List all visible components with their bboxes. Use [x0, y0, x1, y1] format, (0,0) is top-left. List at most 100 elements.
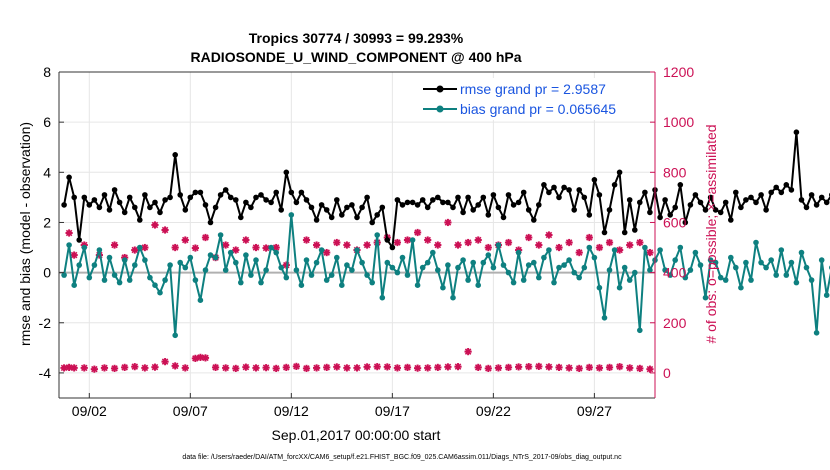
bias-point — [359, 259, 365, 266]
bias-point — [677, 244, 684, 251]
bias-point — [142, 257, 148, 263]
rmse-point — [404, 199, 411, 206]
obs-marker-stroke — [192, 244, 199, 252]
rmse-point — [510, 202, 517, 208]
obs-marker-stroke — [91, 365, 98, 373]
obs-marker-high — [191, 244, 199, 252]
obs-marker-stroke — [545, 363, 553, 371]
obs-marker-high — [454, 241, 462, 249]
bias-point — [763, 264, 769, 271]
rmse-point — [61, 202, 67, 208]
bias-point — [227, 249, 234, 256]
bias-point — [409, 237, 416, 243]
obs-marker-high — [595, 243, 604, 252]
obs-marker-stroke — [182, 236, 189, 244]
obs-marker-stroke — [575, 365, 583, 372]
obs-marker-low — [110, 364, 119, 373]
obs-marker-low — [484, 364, 492, 373]
rmse-point — [702, 207, 709, 213]
rmse-point — [162, 197, 168, 203]
legend-bias-label: bias grand pr = 0.065645 — [460, 101, 616, 117]
right-tick-label: 1200 — [663, 64, 694, 80]
obs-marker-stroke — [454, 363, 462, 370]
obs-marker-stroke — [232, 365, 240, 372]
bias-point — [601, 315, 608, 321]
obs-marker-low — [292, 362, 300, 371]
right-tick-label: 400 — [663, 265, 687, 281]
obs-marker-high — [535, 241, 543, 249]
bias-point — [440, 284, 446, 291]
obs-marker-stroke — [586, 234, 593, 241]
rmse-point — [424, 204, 431, 211]
obs-marker-high — [343, 241, 351, 249]
obs-marker-stroke — [202, 354, 209, 362]
bias-point — [152, 282, 158, 289]
bias-point — [334, 254, 340, 261]
obs-marker-stroke — [293, 363, 300, 370]
bias-point — [455, 264, 461, 271]
bias-point — [157, 289, 163, 296]
y-axis-label-right: # of obs: o=possible; ×=assimilated — [703, 124, 719, 343]
rmse-point — [717, 209, 724, 216]
rmse-point — [298, 189, 305, 196]
obs-marker-stroke — [646, 365, 654, 373]
bias-point — [298, 282, 305, 289]
obs-marker-stroke — [262, 244, 270, 252]
bias-point — [339, 282, 345, 289]
x-tick-label: 09/17 — [375, 403, 410, 419]
bias-point — [626, 277, 633, 283]
bias-point — [823, 292, 830, 299]
obs-marker-stroke — [151, 363, 159, 371]
rmse-point — [263, 197, 269, 203]
bias-point — [728, 254, 734, 261]
obs-marker-low — [605, 363, 614, 372]
rmse-point — [354, 214, 360, 221]
bias-point — [536, 274, 542, 281]
obs-marker-low — [262, 364, 270, 372]
obs-marker-high — [65, 229, 73, 237]
left-tick-label: 8 — [43, 64, 51, 80]
bias-point — [192, 277, 199, 283]
obs-marker-stroke — [101, 364, 108, 372]
rmse-point — [414, 202, 421, 208]
bias-line — [63, 213, 830, 337]
rmse-point — [450, 204, 456, 211]
obs-marker-stroke — [626, 241, 634, 249]
bias-point — [374, 232, 381, 238]
obs-marker-high — [312, 241, 321, 249]
plot-background — [59, 72, 655, 398]
rmse-point — [642, 189, 648, 196]
bias-point — [586, 244, 593, 251]
obs-marker-high — [575, 248, 583, 257]
obs-marker-stroke — [404, 236, 411, 244]
obs-marker-high — [616, 246, 624, 254]
obs-marker-high — [424, 236, 432, 244]
obs-marker-stroke — [313, 364, 320, 372]
rmse-point — [596, 192, 603, 198]
obs-marker-low — [373, 363, 381, 371]
rmse-point — [773, 184, 779, 191]
rmse-point — [283, 169, 290, 176]
rmse-point — [81, 194, 88, 201]
bias-point — [515, 249, 522, 256]
bias-point — [81, 244, 88, 251]
bias-point — [253, 257, 259, 263]
bias-point — [546, 247, 552, 253]
rmse-line — [63, 131, 830, 249]
bias-point — [788, 259, 795, 266]
bias-point — [313, 259, 320, 266]
obs-marker-stroke — [606, 239, 613, 246]
obs-marker-stroke — [65, 229, 73, 237]
bias-point — [435, 267, 441, 273]
bias-point — [505, 269, 512, 276]
rmse-point — [303, 197, 310, 203]
obs-marker-stroke — [525, 234, 532, 241]
bias-point — [495, 242, 502, 248]
obs-marker-low — [646, 365, 654, 373]
rmse-point — [566, 187, 572, 193]
bias-point — [389, 264, 396, 271]
rmse-point — [606, 207, 613, 213]
bias-point — [243, 252, 249, 258]
right-tick-label: 800 — [663, 164, 687, 180]
obs-marker-stroke — [70, 251, 78, 259]
